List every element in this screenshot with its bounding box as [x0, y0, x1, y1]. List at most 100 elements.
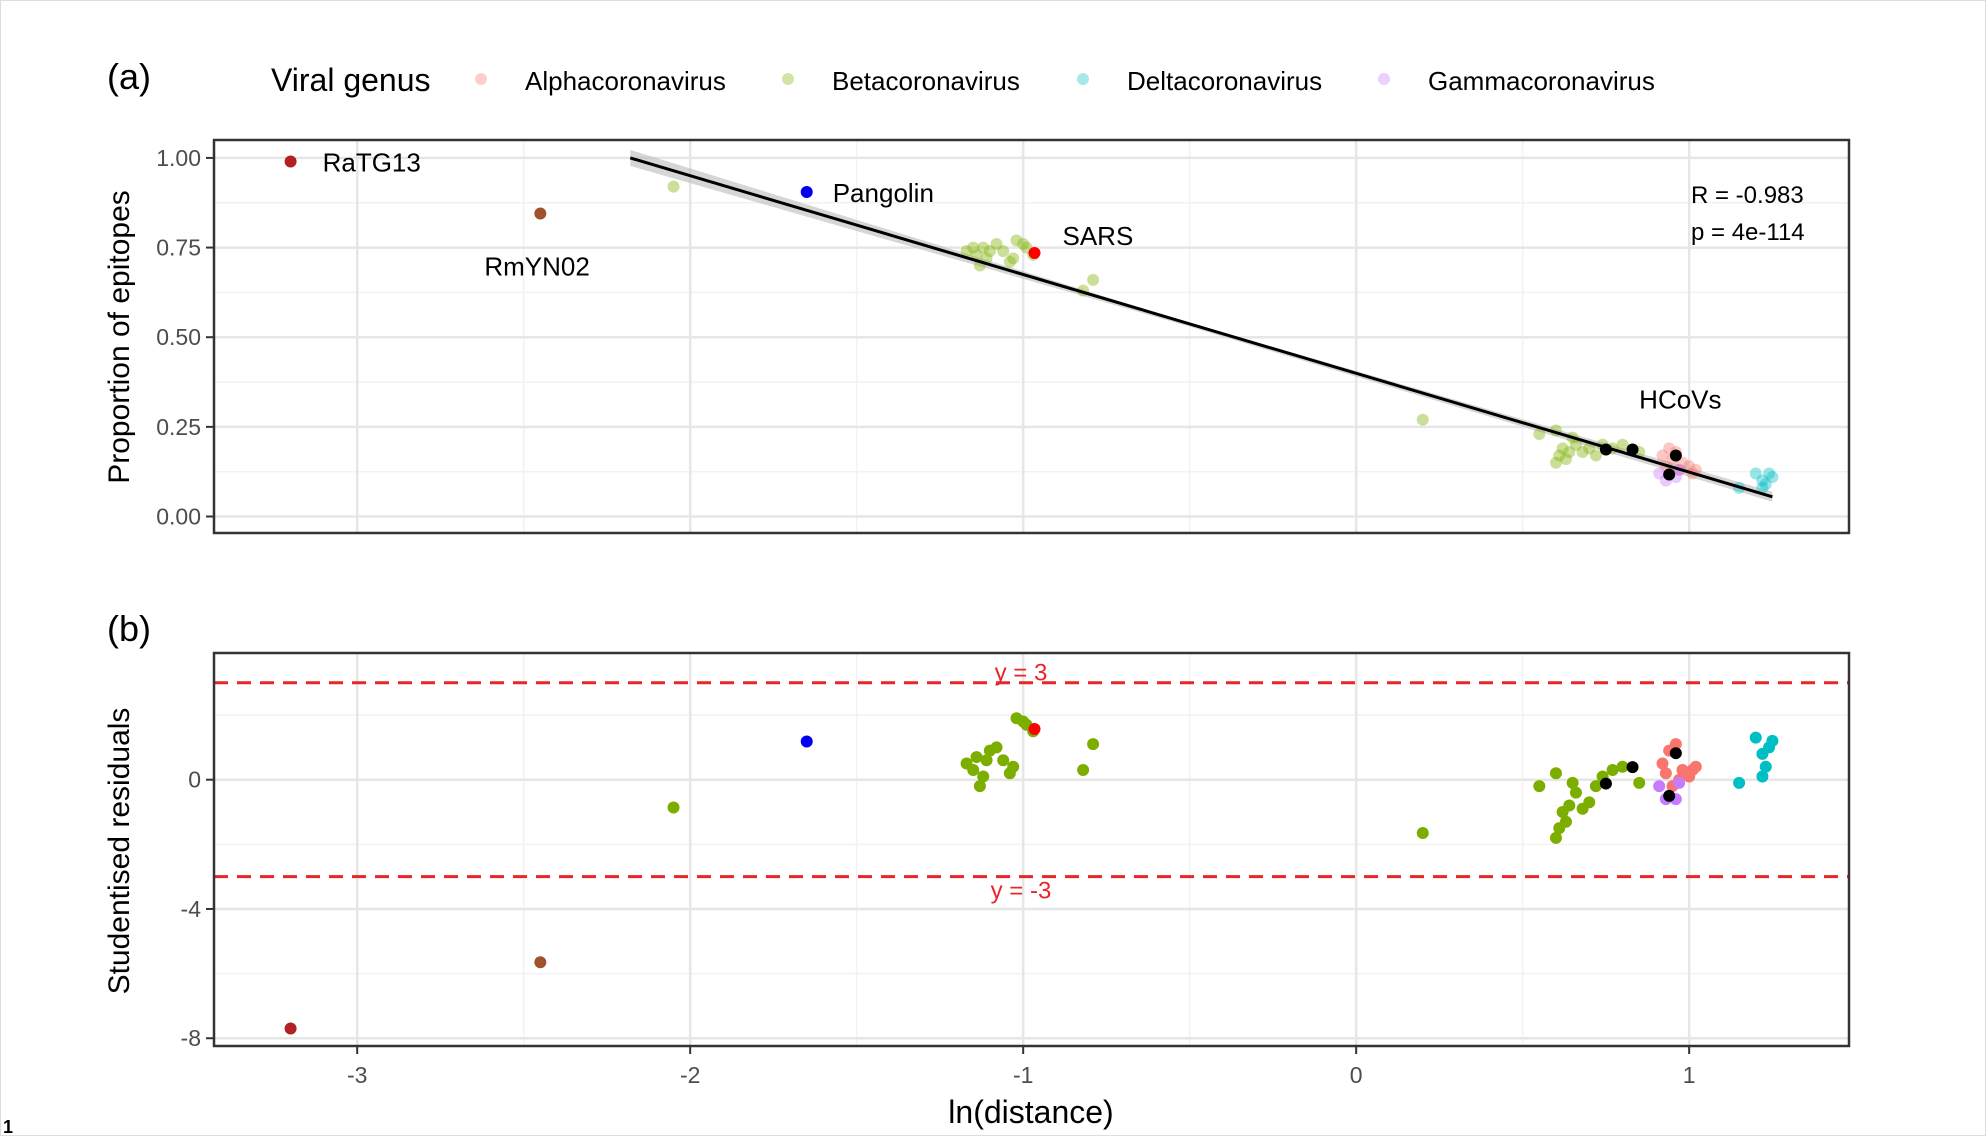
point-a-ratg13 — [284, 155, 297, 168]
point-a-betacoronavirus — [990, 237, 1003, 250]
point-a-betacoronavirus — [1563, 445, 1576, 458]
point-b-betacoronavirus — [1616, 760, 1629, 773]
point-b-betacoronavirus — [1549, 767, 1562, 780]
x-tick-label: -3 — [347, 1062, 367, 1088]
point-b-betacoronavirus — [977, 770, 990, 783]
point-a-betacoronavirus — [1556, 442, 1569, 455]
x-axis-title: ln(distance) — [948, 1094, 1113, 1130]
point-b-pangolin — [800, 735, 813, 748]
point-b-betacoronavirus — [1003, 767, 1016, 780]
panel-a: 0.00 0.25 0.50 0.75 1.00 RaTG13 RmYN02 Pangolin… — [156, 138, 1851, 535]
threshold-label: y = 3 — [995, 660, 1048, 687]
point-a-betacoronavirus — [1010, 234, 1023, 247]
stat-text: p = 4e-114 — [1691, 219, 1805, 246]
point-a-betacoronavirus — [970, 248, 983, 261]
x-tick-label: -2 — [680, 1062, 700, 1088]
legend: Alphacoronavirus Betacoronavirus Deltacoro… — [475, 66, 1655, 96]
point-a-betacoronavirus — [1583, 442, 1596, 455]
point-b-gammacoronavirus — [1673, 776, 1686, 789]
legend-label: Alphacoronavirus — [525, 66, 726, 96]
point-a-betacoronavirus — [1007, 252, 1020, 265]
point-a-betacoronavirus — [1559, 453, 1572, 466]
y-axis-title-a: Proportion of epitopes — [103, 190, 136, 484]
point-a-betacoronavirus — [667, 180, 680, 193]
point-a-deltacoronavirus — [1756, 474, 1769, 487]
point-label-ratg13: RaTG13 — [323, 148, 421, 178]
legend-marker-deltacoronavirus — [1077, 73, 1089, 85]
x-tick-label: -1 — [1013, 1062, 1033, 1088]
point-a-sars — [1028, 246, 1041, 259]
point-label-rmyn02: RmYN02 — [484, 252, 589, 282]
panel-a-border — [212, 138, 1851, 535]
point-b-deltacoronavirus — [1733, 776, 1746, 789]
legend-label: Gammacoronavirus — [1428, 66, 1655, 96]
point-a-betacoronavirus — [1087, 273, 1100, 286]
point-b-hcov — [1626, 761, 1639, 774]
point-b-betacoronavirus — [1559, 815, 1572, 828]
point-a-betacoronavirus — [1553, 449, 1566, 462]
point-b-betacoronavirus — [1077, 763, 1090, 776]
point-a-betacoronavirus — [1017, 237, 1030, 250]
point-b-betacoronavirus — [1566, 776, 1579, 789]
point-b-betacoronavirus — [1087, 738, 1100, 751]
point-a-betacoronavirus — [1549, 456, 1562, 469]
point-b-betacoronavirus — [1583, 796, 1596, 809]
point-a-betacoronavirus — [997, 245, 1010, 258]
stat-text: R = -0.983 — [1691, 182, 1804, 209]
point-b-betacoronavirus — [1569, 786, 1582, 799]
point-b-betacoronavirus — [980, 754, 993, 767]
point-a-betacoronavirus — [960, 245, 973, 258]
point-a-deltacoronavirus — [1749, 467, 1762, 480]
panel-a-y-tick-label: 1.00 — [156, 145, 201, 171]
point-b-hcov — [1663, 789, 1676, 802]
point-a-hcov — [1663, 468, 1676, 481]
point-b-betacoronavirus — [1549, 831, 1562, 844]
legend-marker-gammacoronavirus — [1378, 73, 1390, 85]
point-b-betacoronavirus — [1633, 776, 1646, 789]
point-a-rmyn02 — [534, 207, 547, 220]
panel-b-label: (b) — [107, 608, 151, 649]
point-b-betacoronavirus — [1563, 799, 1576, 812]
panel-b-y-tick-label: -8 — [181, 1025, 201, 1051]
point-b-alphacoronavirus — [1669, 738, 1682, 751]
point-b-ratg13 — [284, 1022, 297, 1035]
panel-a-y-tick-label: 0.25 — [156, 414, 201, 440]
point-a-hcov — [1626, 443, 1639, 456]
point-b-betacoronavirus — [997, 754, 1010, 767]
point-a-deltacoronavirus — [1756, 481, 1769, 494]
panel-b: -8 -4 0 -3 -2 -1 0 1 y = 3 y = -3 — [181, 651, 1851, 1088]
panel-a-y-tick-label: 0.00 — [156, 504, 201, 530]
panel-a-y-tick-label: 0.50 — [156, 324, 201, 350]
point-a-betacoronavirus — [1003, 255, 1016, 268]
point-b-rmyn02 — [534, 956, 547, 969]
point-b-betacoronavirus — [1416, 827, 1429, 840]
point-label-sars: SARS — [1062, 221, 1133, 251]
footnote: 1 — [3, 1117, 13, 1136]
point-b-hcov — [1599, 777, 1612, 790]
point-a-deltacoronavirus — [1759, 478, 1772, 491]
point-a-betacoronavirus — [967, 241, 980, 254]
point-a-deltacoronavirus — [1763, 467, 1776, 480]
point-b-hcov — [1669, 747, 1682, 760]
confidence-band — [630, 149, 1773, 502]
threshold-label: y = -3 — [991, 878, 1052, 905]
point-a-betacoronavirus — [1616, 438, 1629, 451]
point-b-alphacoronavirus — [1659, 767, 1672, 780]
point-b-betacoronavirus — [667, 801, 680, 814]
point-a-betacoronavirus — [1576, 445, 1589, 458]
panel-a-y-tick-label: 0.75 — [156, 235, 201, 261]
point-a-deltacoronavirus — [1766, 471, 1779, 484]
point-b-deltacoronavirus — [1763, 741, 1776, 754]
point-a-gammacoronavirus — [1653, 467, 1666, 480]
point-a-pangolin — [800, 185, 813, 198]
point-b-betacoronavirus — [1533, 780, 1546, 793]
panel-b-border — [212, 651, 1851, 1048]
point-b-deltacoronavirus — [1756, 770, 1769, 783]
point-label-pangolin: Pangolin — [833, 178, 934, 208]
point-a-alphacoronavirus — [1683, 460, 1696, 473]
x-tick-label: 0 — [1350, 1062, 1363, 1088]
panel-b-plot-area — [214, 653, 1849, 1046]
point-b-betacoronavirus — [967, 763, 980, 776]
point-label-hcovs: HCoVs — [1639, 384, 1721, 414]
